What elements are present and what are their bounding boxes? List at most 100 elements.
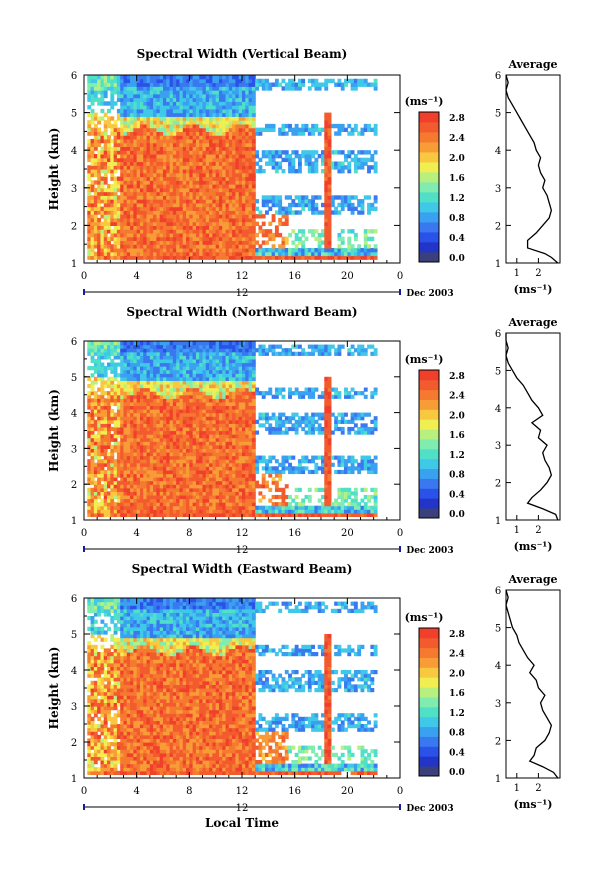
heatmap-cell	[93, 127, 98, 132]
heatmap-cell	[120, 236, 125, 242]
heatmap-cell	[146, 344, 151, 349]
heatmap-cell	[116, 383, 121, 389]
heatmap-cell	[251, 93, 256, 99]
heatmap-cell	[215, 142, 220, 148]
heatmap-cell	[113, 341, 118, 346]
heatmap-cell	[97, 398, 102, 403]
heatmap-cell	[242, 161, 246, 166]
heatmap-cell	[143, 123, 148, 129]
heatmap-cell	[130, 494, 134, 500]
heatmap-cell	[205, 491, 210, 496]
heatmap-cell	[347, 202, 352, 208]
heatmap-cell	[199, 86, 204, 91]
heatmap-cell	[146, 93, 151, 99]
heatmap-cell	[116, 466, 121, 471]
heatmap-cell	[126, 469, 131, 475]
heatmap-cell	[133, 172, 138, 178]
heatmap-cell	[176, 240, 181, 245]
heatmap-cell	[110, 105, 115, 110]
heatmap-cell	[268, 161, 273, 166]
heatmap-cell	[136, 351, 141, 356]
heatmap-cell	[159, 127, 164, 132]
heatmap-cell	[238, 217, 243, 223]
heatmap-cell	[100, 225, 105, 230]
heatmap-cell	[288, 78, 292, 84]
average-x-tick-label: 2	[535, 268, 541, 279]
heatmap-cell	[232, 97, 237, 102]
heatmap-cell	[130, 120, 134, 125]
heatmap-cell	[146, 169, 151, 174]
heatmap-cell	[176, 202, 181, 208]
heatmap-cell	[123, 387, 128, 392]
heatmap-cell	[235, 247, 240, 253]
heatmap-cell	[87, 75, 92, 80]
heatmap-cell	[123, 97, 128, 102]
heatmap-cell	[205, 416, 210, 421]
heatmap-cell	[166, 362, 171, 367]
heatmap-cell	[143, 341, 148, 346]
heatmap-cell	[251, 161, 256, 166]
heatmap-cell	[143, 477, 148, 482]
heatmap-cell	[225, 191, 230, 196]
heatmap-cell	[143, 387, 148, 392]
heatmap-cell	[159, 426, 164, 432]
heatmap-cell	[195, 394, 200, 399]
heatmap-cell	[93, 376, 98, 381]
heatmap-cell	[153, 247, 158, 253]
heatmap-cell	[179, 509, 184, 514]
heatmap-cell	[116, 135, 121, 140]
heatmap-cell	[139, 469, 144, 475]
heatmap-cell	[172, 86, 177, 91]
heatmap-cell	[90, 373, 95, 378]
heatmap-cell	[255, 78, 260, 84]
heatmap-cell	[136, 494, 141, 500]
heatmap-cell	[126, 105, 131, 110]
heatmap-cell	[139, 391, 144, 396]
heatmap-cell	[163, 409, 167, 414]
heatmap-cell	[179, 240, 184, 245]
heatmap-cell	[120, 153, 125, 159]
heatmap-cell	[209, 477, 213, 482]
heatmap-cell	[179, 255, 184, 260]
heatmap-cell	[179, 221, 184, 226]
heatmap-cell	[139, 97, 144, 102]
heatmap-cell	[123, 441, 128, 446]
heatmap-cell	[143, 120, 148, 125]
heatmap-cell	[215, 105, 220, 110]
heatmap-cell	[242, 142, 246, 148]
heatmap-cell	[251, 180, 256, 185]
heatmap-cell	[238, 112, 243, 117]
heatmap-cell	[225, 180, 230, 185]
heatmap-cell	[202, 502, 207, 507]
heatmap-cell	[209, 195, 213, 200]
heatmap-cell	[360, 78, 365, 84]
heatmap-cell	[209, 484, 213, 489]
heatmap-cell	[110, 82, 115, 87]
heatmap-cell	[209, 169, 213, 174]
heatmap-cell	[130, 405, 134, 410]
heatmap-cell	[251, 251, 256, 257]
heatmap-cell	[110, 502, 115, 507]
heatmap-cell	[209, 451, 213, 457]
heatmap-cell	[192, 423, 197, 428]
heatmap-cell	[149, 484, 154, 489]
heatmap-cell	[107, 430, 111, 435]
heatmap-cell	[116, 153, 121, 159]
heatmap-cell	[265, 153, 269, 159]
heatmap-cell	[209, 473, 213, 478]
heatmap-cell	[317, 255, 322, 260]
heatmap-cell	[120, 355, 125, 360]
heatmap-cell	[202, 430, 207, 435]
heatmap-cell	[186, 108, 190, 114]
heatmap-cell	[176, 214, 181, 219]
heatmap-cell	[149, 123, 154, 129]
heatmap-cell	[324, 195, 329, 200]
heatmap-cell	[103, 477, 108, 482]
heatmap-cell	[248, 131, 253, 136]
heatmap-cell	[97, 150, 102, 155]
heatmap-cell	[149, 247, 154, 253]
heatmap-cell	[153, 146, 158, 151]
heatmap-cell	[176, 138, 181, 144]
heatmap-cell	[235, 153, 240, 159]
